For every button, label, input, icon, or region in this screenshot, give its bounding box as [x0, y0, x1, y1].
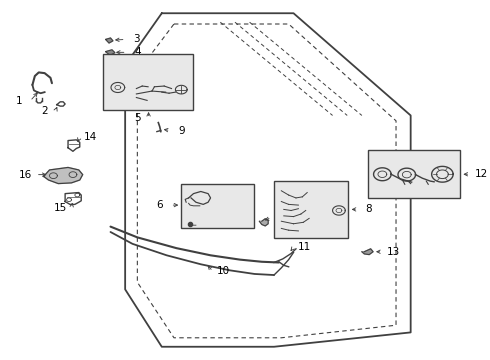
Text: 10: 10	[217, 266, 230, 276]
Polygon shape	[259, 219, 268, 226]
Polygon shape	[106, 38, 113, 43]
Text: 16: 16	[19, 170, 32, 180]
Text: 13: 13	[387, 247, 400, 257]
Bar	[103, 54, 194, 110]
Text: 9: 9	[178, 126, 185, 135]
Polygon shape	[362, 249, 373, 255]
Text: 14: 14	[84, 132, 97, 142]
Text: 5: 5	[135, 113, 141, 123]
Bar	[274, 181, 348, 238]
Polygon shape	[44, 167, 83, 184]
Text: 1: 1	[16, 96, 23, 106]
Polygon shape	[106, 50, 115, 55]
Text: 8: 8	[366, 204, 372, 215]
Text: 15: 15	[54, 203, 67, 213]
Bar	[368, 149, 461, 198]
Text: 2: 2	[41, 106, 48, 116]
Text: 12: 12	[474, 169, 488, 179]
Bar	[181, 184, 253, 228]
Text: 6: 6	[156, 200, 163, 210]
Text: 11: 11	[297, 242, 311, 252]
Text: 7: 7	[279, 213, 286, 222]
Text: 3: 3	[133, 35, 140, 44]
Text: 4: 4	[134, 47, 141, 57]
